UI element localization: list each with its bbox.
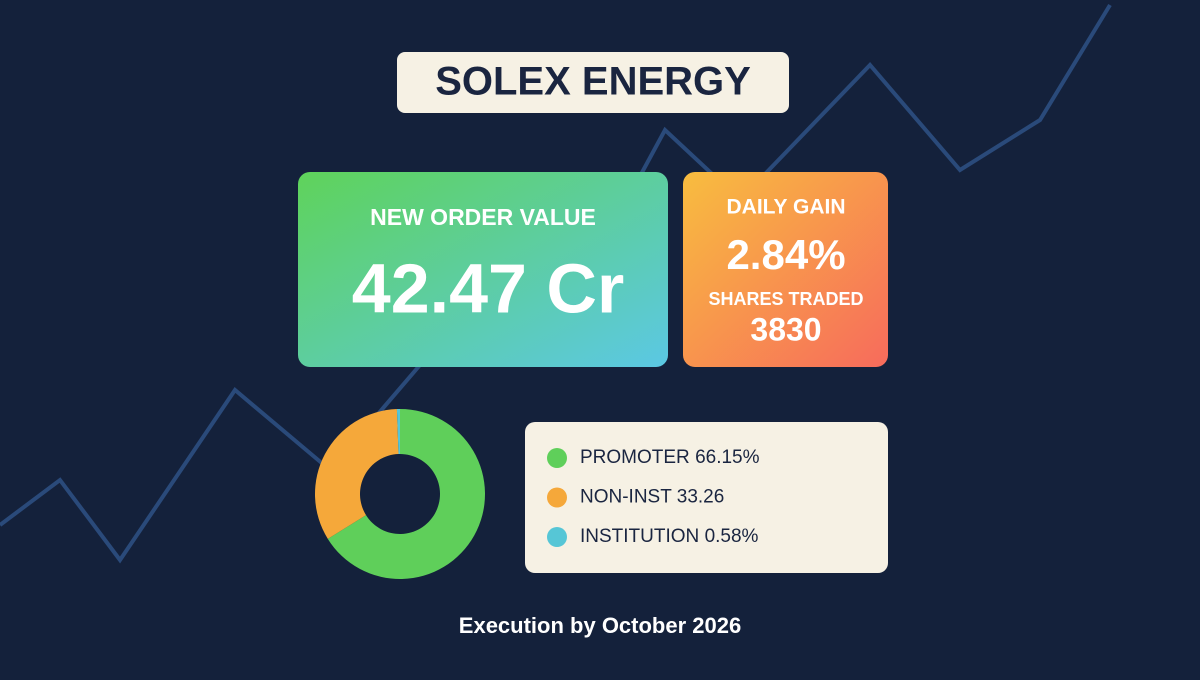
shares-value: 3830 bbox=[750, 311, 821, 347]
legend: PROMOTER 66.15% NON-INST 33.26 INSTITUTION… bbox=[547, 447, 760, 547]
gain-value: 2.84% bbox=[726, 231, 845, 278]
order-card bbox=[298, 172, 668, 367]
legend-swatch bbox=[547, 527, 567, 547]
legend-box bbox=[525, 422, 888, 573]
legend-swatch bbox=[547, 448, 567, 468]
donut-slice bbox=[315, 409, 399, 539]
legend-label: NON-INST bbox=[580, 487, 672, 508]
legend-swatch bbox=[547, 487, 567, 508]
title: SOLEX ENERGY bbox=[435, 60, 751, 104]
title-box bbox=[397, 52, 789, 113]
donut-slice bbox=[396, 409, 400, 455]
donut-slice bbox=[327, 409, 485, 579]
legend-entry: INSTITUTION 0.58% bbox=[580, 526, 759, 547]
legend-value: 33.26 bbox=[677, 487, 725, 508]
order-value: 42.47 Cr bbox=[352, 249, 624, 327]
legend-label: INSTITUTION bbox=[580, 526, 699, 547]
legend-value: 66.15% bbox=[695, 447, 760, 468]
order-label: NEW ORDER VALUE bbox=[370, 204, 596, 230]
legend-value: 0.58% bbox=[705, 526, 759, 547]
legend-label: PROMOTER bbox=[580, 447, 690, 468]
shares-label: SHARES TRADED bbox=[708, 289, 863, 309]
legend-entry: NON-INST 33.26 bbox=[580, 487, 724, 508]
footer: Execution by October 2026 bbox=[459, 613, 741, 638]
gain-card bbox=[683, 172, 888, 367]
legend-entry: PROMOTER 66.15% bbox=[580, 447, 760, 468]
donut-chart bbox=[315, 409, 485, 579]
gain-label: DAILY GAIN bbox=[726, 196, 845, 219]
